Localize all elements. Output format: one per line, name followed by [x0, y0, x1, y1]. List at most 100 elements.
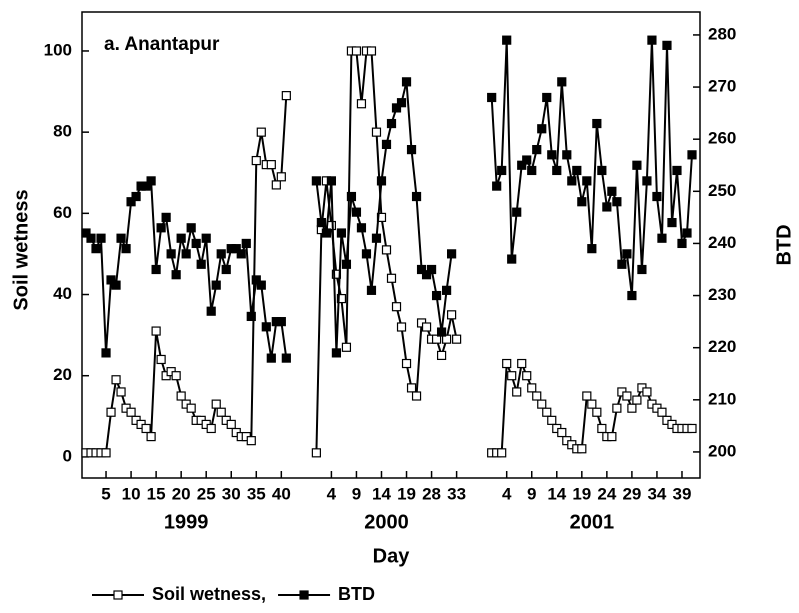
data-point — [502, 35, 512, 45]
x-tick-label: 29 — [622, 484, 641, 503]
data-point — [577, 197, 587, 207]
data-point — [146, 176, 156, 186]
data-point — [411, 391, 422, 401]
y2-tick-label: 230 — [708, 285, 736, 304]
data-point — [431, 334, 442, 344]
data-point — [662, 40, 672, 50]
data-point — [687, 150, 697, 160]
y-tick-label: 80 — [53, 122, 72, 141]
x-tick-label: 19 — [572, 484, 591, 503]
x-group-label: 2000 — [364, 511, 409, 533]
data-point — [587, 244, 597, 254]
data-point — [191, 238, 201, 249]
data-point — [447, 249, 457, 259]
data-point — [121, 244, 131, 254]
data-point — [106, 275, 116, 285]
data-point — [592, 407, 602, 417]
x-tick-label: 20 — [172, 484, 191, 503]
y2-tick-label: 250 — [708, 181, 736, 200]
data-point — [156, 354, 166, 365]
x-tick-label: 4 — [327, 484, 337, 503]
data-point — [346, 191, 357, 202]
data-point — [441, 285, 452, 295]
data-point — [607, 186, 617, 196]
data-point — [557, 77, 567, 87]
data-point — [512, 207, 522, 217]
data-point — [206, 306, 216, 316]
data-point — [266, 160, 276, 170]
data-point — [366, 285, 377, 295]
data-point — [492, 181, 502, 191]
data-point — [431, 290, 442, 301]
data-point — [532, 391, 542, 401]
data-point — [396, 98, 407, 108]
data-point — [356, 99, 367, 109]
data-point — [266, 353, 276, 363]
data-point — [507, 371, 517, 381]
data-point — [416, 264, 427, 275]
data-point — [186, 403, 196, 413]
y2-tick-label: 210 — [708, 389, 736, 408]
data-point — [441, 334, 452, 344]
y-axis-label: Soil wetness — [10, 189, 32, 310]
data-point — [101, 348, 111, 358]
data-point — [281, 353, 291, 363]
data-point — [627, 403, 637, 413]
x-tick-label: 40 — [272, 484, 291, 503]
data-point — [517, 160, 527, 170]
y2-tick-label: 260 — [708, 129, 736, 148]
data-point — [396, 322, 407, 332]
data-point — [171, 371, 181, 381]
data-point — [176, 233, 186, 243]
y-tick-label: 100 — [44, 40, 72, 59]
data-point — [101, 448, 111, 458]
data-point — [597, 165, 607, 176]
data-point — [657, 407, 667, 417]
data-point — [381, 139, 392, 149]
data-point — [602, 202, 612, 212]
data-point — [316, 217, 326, 228]
data-point — [376, 176, 387, 186]
data-point — [351, 46, 362, 56]
x-tick-label: 14 — [372, 484, 391, 503]
x-tick-label: 14 — [547, 484, 566, 503]
data-point — [391, 103, 402, 113]
x-tick-label: 30 — [222, 484, 241, 503]
data-point — [622, 249, 632, 259]
data-point — [336, 293, 347, 304]
data-point — [647, 35, 657, 45]
data-point — [401, 358, 412, 369]
data-point — [411, 191, 422, 202]
x-tick-label: 25 — [197, 484, 216, 503]
data-point — [617, 259, 627, 269]
data-point — [572, 165, 582, 176]
data-point — [632, 160, 642, 170]
data-point — [276, 317, 286, 327]
data-point — [336, 228, 347, 238]
data-point — [522, 155, 532, 165]
data-point — [341, 342, 352, 352]
data-point — [627, 290, 637, 301]
data-point — [547, 150, 557, 160]
data-point — [371, 127, 382, 137]
data-point — [642, 176, 652, 186]
data-point — [236, 249, 246, 259]
data-point — [567, 176, 577, 186]
data-point — [196, 259, 206, 269]
x-axis-label: Day — [373, 545, 411, 567]
data-point — [151, 264, 161, 275]
data-point — [401, 77, 412, 87]
data-point — [246, 311, 256, 322]
y2-tick-label: 270 — [708, 77, 736, 96]
data-point — [256, 127, 266, 137]
data-point — [547, 415, 557, 425]
data-point — [231, 244, 241, 254]
data-point — [632, 395, 642, 405]
data-point — [532, 145, 542, 155]
y-tick-label: 0 — [63, 446, 72, 465]
data-point — [447, 310, 457, 320]
data-point — [612, 403, 622, 413]
data-point — [356, 223, 367, 233]
x-tick-label: 28 — [422, 484, 441, 503]
data-point — [311, 448, 321, 458]
